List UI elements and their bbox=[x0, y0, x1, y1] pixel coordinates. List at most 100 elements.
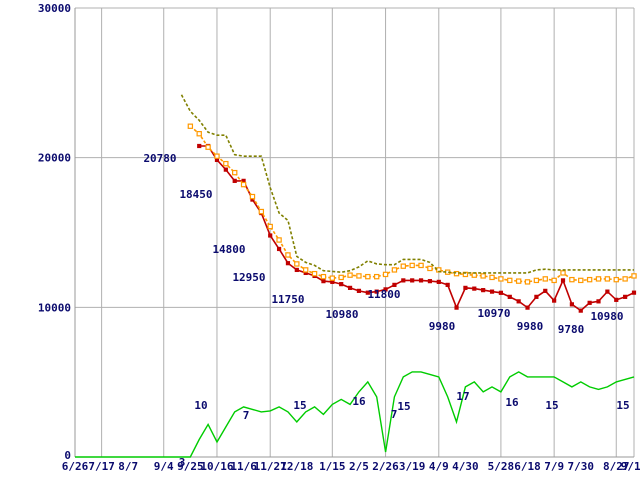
data-point-marker bbox=[498, 290, 504, 295]
data-point-marker bbox=[258, 208, 265, 215]
data-point-marker bbox=[560, 278, 566, 283]
data-point-marker bbox=[515, 278, 522, 284]
data-point-marker bbox=[391, 267, 398, 273]
x-axis-tick-label: 3/19 bbox=[399, 460, 426, 473]
data-point-marker bbox=[268, 233, 273, 238]
data-point-marker bbox=[596, 299, 601, 304]
data-point-value-label: 15 bbox=[293, 399, 306, 412]
data-point-marker bbox=[427, 265, 433, 272]
data-point-value-label: 7 bbox=[243, 409, 250, 422]
data-point-marker bbox=[586, 276, 593, 283]
data-point-value-label: 10 bbox=[194, 399, 207, 412]
series-line-price-main bbox=[199, 145, 635, 312]
data-point-marker bbox=[507, 277, 513, 284]
data-point-marker bbox=[330, 279, 335, 284]
data-point-marker bbox=[436, 279, 441, 284]
data-point-marker bbox=[302, 267, 309, 273]
data-point-marker bbox=[569, 302, 574, 307]
data-point-marker bbox=[214, 157, 220, 163]
data-point-marker bbox=[524, 279, 531, 285]
data-point-value-label: 11750 bbox=[271, 293, 304, 306]
x-axis-tick-label: 4/9 bbox=[429, 460, 449, 473]
data-point-marker bbox=[472, 286, 477, 291]
data-point-marker bbox=[197, 143, 202, 149]
x-axis-tick-label: 11/6 bbox=[230, 460, 257, 473]
x-axis-tick-label: 6/26 bbox=[62, 460, 89, 473]
data-point-marker bbox=[392, 282, 397, 287]
series-line-price-band bbox=[180, 94, 634, 274]
data-point-value-label: 9980 bbox=[517, 320, 544, 333]
data-point-marker bbox=[409, 262, 415, 269]
data-point-marker bbox=[605, 289, 610, 294]
data-point-marker bbox=[249, 193, 256, 200]
data-point-marker bbox=[294, 261, 300, 267]
series-layer bbox=[75, 94, 637, 458]
data-point-marker bbox=[365, 273, 371, 280]
data-point-value-label: 15 bbox=[616, 399, 629, 412]
data-point-marker bbox=[560, 270, 566, 276]
data-point-value-label: 15 bbox=[545, 399, 558, 412]
data-point-value-label: 9980 bbox=[429, 320, 456, 333]
data-point-value-label: 10980 bbox=[325, 308, 358, 321]
data-point-marker bbox=[187, 123, 194, 129]
data-point-marker bbox=[356, 273, 362, 279]
x-axis-tick-label: 10/16 bbox=[200, 460, 233, 473]
data-point-marker bbox=[489, 289, 495, 294]
data-point-marker bbox=[250, 197, 255, 202]
data-point-marker bbox=[569, 276, 575, 283]
data-point-marker bbox=[338, 274, 344, 281]
data-point-marker bbox=[294, 267, 299, 273]
data-point-marker bbox=[321, 279, 326, 284]
data-point-marker bbox=[427, 279, 433, 284]
x-axis-tick-label: 9/10 bbox=[621, 460, 640, 473]
data-point-marker bbox=[525, 305, 530, 310]
data-point-marker bbox=[285, 252, 291, 258]
x-axis-tick-label: 2/5 bbox=[349, 460, 369, 473]
data-point-marker bbox=[445, 282, 450, 287]
data-point-value-label: 12950 bbox=[232, 271, 265, 284]
data-point-marker bbox=[489, 274, 495, 281]
x-axis-tick-label: 8/7 bbox=[118, 460, 138, 473]
data-point-marker bbox=[551, 277, 557, 284]
data-point-marker bbox=[223, 160, 229, 167]
data-point-value-label: 20780 bbox=[143, 152, 176, 165]
y-axis-tick-label: 10000 bbox=[38, 301, 71, 314]
x-axis-tick-label: 9/4 bbox=[154, 460, 174, 473]
data-point-marker bbox=[481, 288, 486, 293]
data-point-marker bbox=[196, 131, 202, 137]
data-point-value-label: 10980 bbox=[590, 310, 623, 323]
data-point-marker bbox=[329, 275, 336, 281]
data-point-marker bbox=[410, 278, 415, 283]
data-point-marker bbox=[631, 290, 637, 295]
data-point-value-label: 18450 bbox=[179, 188, 212, 201]
data-point-marker bbox=[400, 263, 407, 269]
data-point-marker bbox=[276, 237, 282, 243]
data-point-marker bbox=[552, 298, 557, 303]
series-line-volume bbox=[75, 371, 635, 458]
data-point-marker bbox=[623, 294, 628, 299]
data-point-marker bbox=[382, 271, 389, 278]
data-point-marker bbox=[311, 270, 318, 277]
data-point-marker bbox=[232, 178, 237, 183]
data-point-marker bbox=[241, 178, 246, 183]
data-point-marker bbox=[454, 305, 459, 310]
data-point-marker bbox=[356, 288, 362, 293]
data-point-marker bbox=[339, 282, 344, 287]
data-point-marker bbox=[418, 278, 424, 283]
series-price-band bbox=[180, 94, 634, 274]
data-point-value-label: 10970 bbox=[477, 307, 510, 320]
data-point-marker bbox=[347, 272, 353, 278]
data-point-marker bbox=[498, 276, 504, 282]
data-point-marker bbox=[223, 167, 228, 172]
data-point-marker bbox=[631, 273, 637, 279]
data-point-marker bbox=[418, 262, 424, 269]
data-point-marker bbox=[516, 299, 521, 304]
data-point-marker bbox=[613, 276, 619, 283]
data-point-marker bbox=[507, 294, 512, 299]
data-point-marker bbox=[533, 277, 540, 284]
x-axis-tick-label: 11/27 bbox=[254, 460, 287, 473]
x-axis-tick-label: 7/9 bbox=[544, 460, 564, 473]
